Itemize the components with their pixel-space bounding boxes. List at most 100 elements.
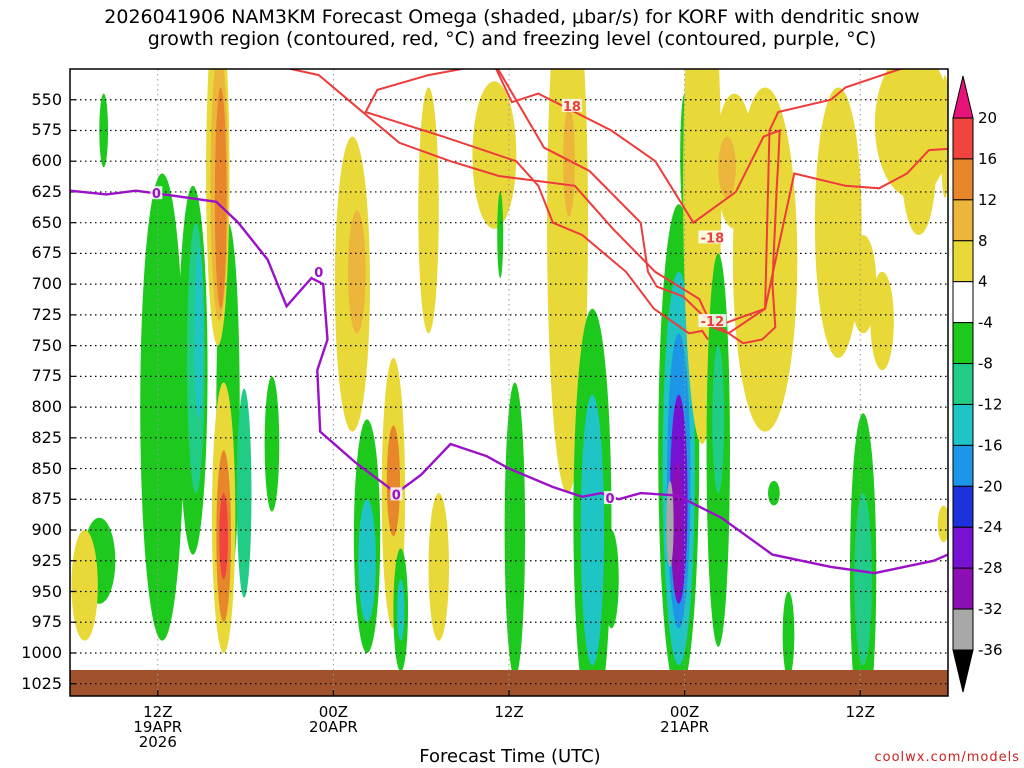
y-tick-label: 625: [31, 181, 62, 201]
omega-cell: [849, 234, 877, 334]
omega-cell: [870, 271, 894, 371]
contour-layer: [70, 69, 948, 575]
omega-cell: [348, 210, 366, 334]
colorbar-segment: [952, 281, 974, 324]
y-tick-label: 725: [31, 304, 62, 324]
y-tick-label: 550: [31, 89, 62, 109]
colorbar-label: 8: [978, 232, 988, 250]
y-tick-label: 850: [31, 458, 62, 478]
grid-layer: [70, 69, 948, 696]
x-tick-label: 12Z: [494, 703, 524, 721]
omega-cell: [718, 136, 736, 199]
contour-label: 0: [152, 187, 161, 202]
omega-cell: [236, 388, 252, 598]
y-tick-label: 675: [31, 243, 62, 263]
contour-label: 0: [605, 492, 614, 507]
y-tick-label: 800: [31, 397, 62, 417]
y-tick-label: 925: [31, 550, 62, 570]
contour-label-bg: [390, 487, 403, 501]
omega-cell: [472, 81, 517, 229]
y-tick-label: 825: [31, 427, 62, 447]
contour-label-bg: [698, 314, 727, 328]
y-tick-label: 700: [31, 274, 62, 294]
omega-cell: [604, 530, 619, 629]
colorbar-bottom-arrow: [952, 649, 974, 693]
colorbar-segment: [952, 608, 974, 651]
chart-title-line1: 2026041906 NAM3KM Forecast Omega (shaded…: [104, 6, 920, 28]
freezing-level-contour: [70, 189, 948, 575]
contour-label-bg: [312, 264, 325, 278]
y-tick-label: 650: [31, 212, 62, 232]
y-tick-label: 975: [31, 612, 62, 632]
omega-cell: [580, 394, 605, 666]
x-tick-label: 12Z: [845, 703, 875, 721]
y-tick-label: 575: [31, 120, 62, 140]
omega-cell: [504, 382, 526, 678]
colorbar-label: 12: [978, 191, 997, 209]
colorbar-label: 4: [978, 273, 988, 291]
colorbar-segment: [952, 199, 974, 242]
omega-shading-layer: [71, 69, 948, 696]
colorbar-label: -8: [978, 355, 993, 373]
colorbar-label: -36: [978, 641, 1003, 659]
colorbar-segment: [952, 403, 974, 446]
x-tick-label: 00Z: [318, 703, 349, 721]
omega-cell: [814, 87, 862, 358]
colorbar-top-arrow: [952, 75, 974, 119]
y-tick-label: 1000: [21, 642, 62, 662]
omega-cell: [782, 591, 795, 678]
omega-cell: [140, 173, 185, 641]
contour-label-bg: [698, 230, 727, 244]
omega-cell: [854, 493, 872, 666]
y-tick-label: 1025: [21, 673, 62, 693]
omega-cell: [732, 87, 798, 432]
y-tick-label: 775: [31, 366, 62, 386]
x-tick-label: 20APR: [308, 718, 358, 736]
omega-cell: [428, 493, 450, 641]
x-tick-label: 2026: [138, 733, 177, 751]
contour-label: -18: [701, 231, 725, 246]
omega-cell: [71, 530, 98, 641]
omega-cell: [937, 505, 948, 543]
colorbar-label: -12: [978, 395, 1003, 413]
omega-cell: [397, 579, 405, 641]
contour-label: 0: [314, 266, 323, 281]
chart-title-line2: growth region (contoured, red, °C) and f…: [147, 28, 877, 50]
x-tick-label: 19APR: [133, 718, 183, 736]
omega-cell: [497, 191, 504, 278]
colorbar-label: 20: [978, 109, 997, 127]
dendritic-contour: [713, 147, 948, 329]
colorbar-label: -32: [978, 600, 1003, 618]
contour-label-bg: [561, 98, 582, 112]
omega-cell: [99, 93, 109, 168]
colorbar-segment: [952, 117, 974, 160]
y-tick-label: 950: [31, 581, 62, 601]
colorbar-segment: [952, 322, 974, 365]
colorbar-segment: [952, 363, 974, 405]
contour-label: 18: [563, 100, 581, 115]
colorbar-label: -28: [978, 559, 1003, 577]
colorbar-legend: 20 16 12 8 4 -4 -8 -12 -16 -20 -24 -28 -32 -36: [952, 75, 1003, 693]
omega-cell: [264, 376, 280, 512]
omega-cell: [194, 247, 204, 420]
contour-label: -12: [701, 315, 725, 330]
x-tick-label: 00Z: [669, 703, 700, 721]
y-tick-label: 875: [31, 489, 62, 509]
contour-label-bg: [603, 491, 616, 505]
dendritic-contour: [286, 69, 904, 335]
contour-label: 0: [392, 488, 401, 503]
site-credit[interactable]: coolwx.com/models: [874, 750, 1020, 765]
dendritic-contour: [364, 69, 781, 345]
omega-cell: [418, 87, 439, 334]
colorbar-segment: [952, 526, 974, 569]
omega-cell: [768, 480, 780, 506]
x-axis-title: Forecast Time (UTC): [419, 746, 601, 767]
x-tick-label: 12Z: [143, 703, 173, 721]
colorbar-label: -4: [978, 314, 993, 332]
y-tick-label: 600: [31, 151, 62, 171]
omega-cell: [666, 480, 674, 567]
colorbar-segment: [952, 158, 974, 201]
omega-cell: [219, 493, 229, 580]
colorbar-label: -16: [978, 436, 1003, 454]
